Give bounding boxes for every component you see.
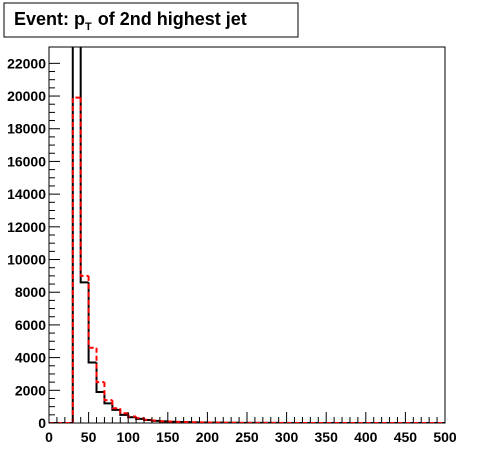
y-tick-label: 14000 (7, 186, 46, 202)
histogram-step (111, 403, 121, 411)
histogram-step (87, 275, 97, 349)
x-tick-label: 500 (433, 429, 457, 445)
plot-area (49, 47, 445, 423)
histogram-step (95, 362, 105, 393)
x-tick-label: 350 (315, 429, 339, 445)
x-tick-label: 0 (45, 429, 53, 445)
title-text: Event: p (14, 9, 85, 29)
y-tick-label: 16000 (7, 153, 46, 169)
histogram-step (87, 282, 97, 364)
y-tick-label: 12000 (7, 219, 46, 235)
x-tick-label: 200 (196, 429, 220, 445)
histogram-step (103, 382, 113, 402)
histogram-step (135, 416, 145, 420)
y-tick-label: 10000 (7, 252, 46, 268)
x-tick-label: 150 (156, 429, 180, 445)
x-tick-label: 300 (275, 429, 299, 445)
x-tick-label: 250 (235, 429, 259, 445)
x-tick-label: 450 (394, 429, 418, 445)
histogram-step (71, 96, 81, 423)
y-tick-label: 4000 (15, 350, 46, 366)
y-tick-label: 0 (38, 415, 46, 431)
y-tick-label: 22000 (7, 55, 46, 71)
y-tick-label: 8000 (15, 284, 46, 300)
histogram-step (103, 391, 113, 405)
histogram-step (79, 97, 89, 277)
y-tick-label: 2000 (15, 382, 46, 398)
histogram-step (79, 47, 89, 284)
title-subscript: T (85, 21, 92, 33)
histogram-step (127, 413, 137, 418)
x-tick-label: 50 (81, 429, 97, 445)
y-tick-label: 18000 (7, 121, 46, 137)
chart-title: Event: pT of 2nd highest jet (14, 9, 247, 33)
histogram-step (95, 347, 105, 384)
x-tick-label: 400 (354, 429, 378, 445)
x-tick-label: 100 (117, 429, 141, 445)
histogram-step (119, 408, 129, 415)
title-box (3, 2, 299, 38)
histogram-step (111, 400, 121, 410)
histogram-step (71, 47, 74, 423)
y-tick-label: 6000 (15, 317, 46, 333)
plot-frame (48, 46, 446, 424)
title-text: of 2nd highest jet (98, 9, 247, 29)
y-tick-label: 20000 (7, 88, 46, 104)
